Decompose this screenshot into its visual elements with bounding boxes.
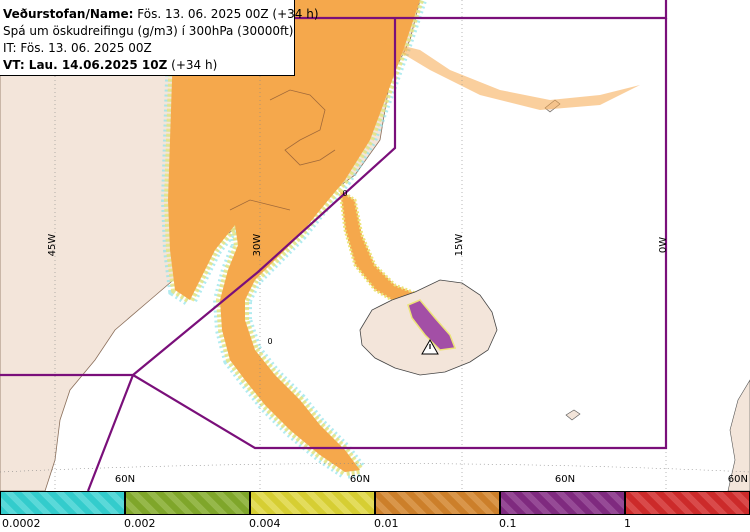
header-line-2: Spá um öskudreifingu (g/m3) í 300hPa (30… (3, 24, 294, 38)
header-line-3: IT: Fös. 13. 06. 2025 00Z (3, 41, 152, 55)
high-concentration-zone (407, 299, 457, 351)
legend-swatch-5 (500, 491, 625, 515)
legend-label-1: 0.0002 (2, 517, 41, 530)
contour-label: 0 (267, 337, 272, 346)
issuer-value: Fös. 13. 06. 2025 00Z (+34 h) (137, 7, 319, 21)
ash-dispersion-map: 45W 30W 15W 0W 60N 60N 60N 60N 0 0 (0, 0, 750, 491)
faroe-islands (565, 409, 581, 421)
lat-label-4: 60N (728, 474, 748, 485)
contour-label: 0 (342, 189, 347, 198)
norway-coast (727, 379, 750, 491)
legend-label-5: 0.1 (499, 517, 517, 530)
lon-label-0w: 0W (658, 237, 669, 253)
legend-swatch-2 (125, 491, 250, 515)
forecast-info-box: Veðurstofan/Name: Fös. 13. 06. 2025 00Z … (0, 0, 319, 76)
warning-triangle-icon (421, 338, 439, 355)
legend-label-4: 0.01 (374, 517, 399, 530)
valid-time: VT: Lau. 14.06.2025 10Z (3, 58, 168, 72)
header-line-4: VT: Lau. 14.06.2025 10Z (+34 h) (3, 57, 294, 74)
legend-label-2: 0.002 (124, 517, 156, 530)
lat-label-2: 60N (350, 474, 370, 485)
lat-label-3: 60N (555, 474, 575, 485)
fir-boundary (0, 0, 668, 491)
legend-label-6: 1 (624, 517, 631, 530)
legend-label-3: 0.004 (249, 517, 281, 530)
lat-label-1: 60N (115, 474, 135, 485)
lon-label-45w: 45W (47, 234, 58, 257)
coastline-detail (229, 89, 336, 211)
lon-label-15w: 15W (454, 234, 465, 257)
legend-swatch-1 (0, 491, 125, 515)
ash-plume (160, 0, 640, 480)
concentration-legend: 0.0002 0.002 0.004 0.01 0.1 1 (0, 491, 750, 532)
legend-swatch-6 (625, 491, 750, 515)
legend-swatch-4 (375, 491, 500, 515)
legend-swatch-3 (250, 491, 375, 515)
lon-label-30w: 30W (252, 234, 263, 257)
header-line-1: Veðurstofan/Name: Fös. 13. 06. 2025 00Z … (3, 6, 319, 23)
issuer-label: Veðurstofan/Name: (3, 7, 134, 21)
valid-time-offset: (+34 h) (171, 58, 218, 72)
